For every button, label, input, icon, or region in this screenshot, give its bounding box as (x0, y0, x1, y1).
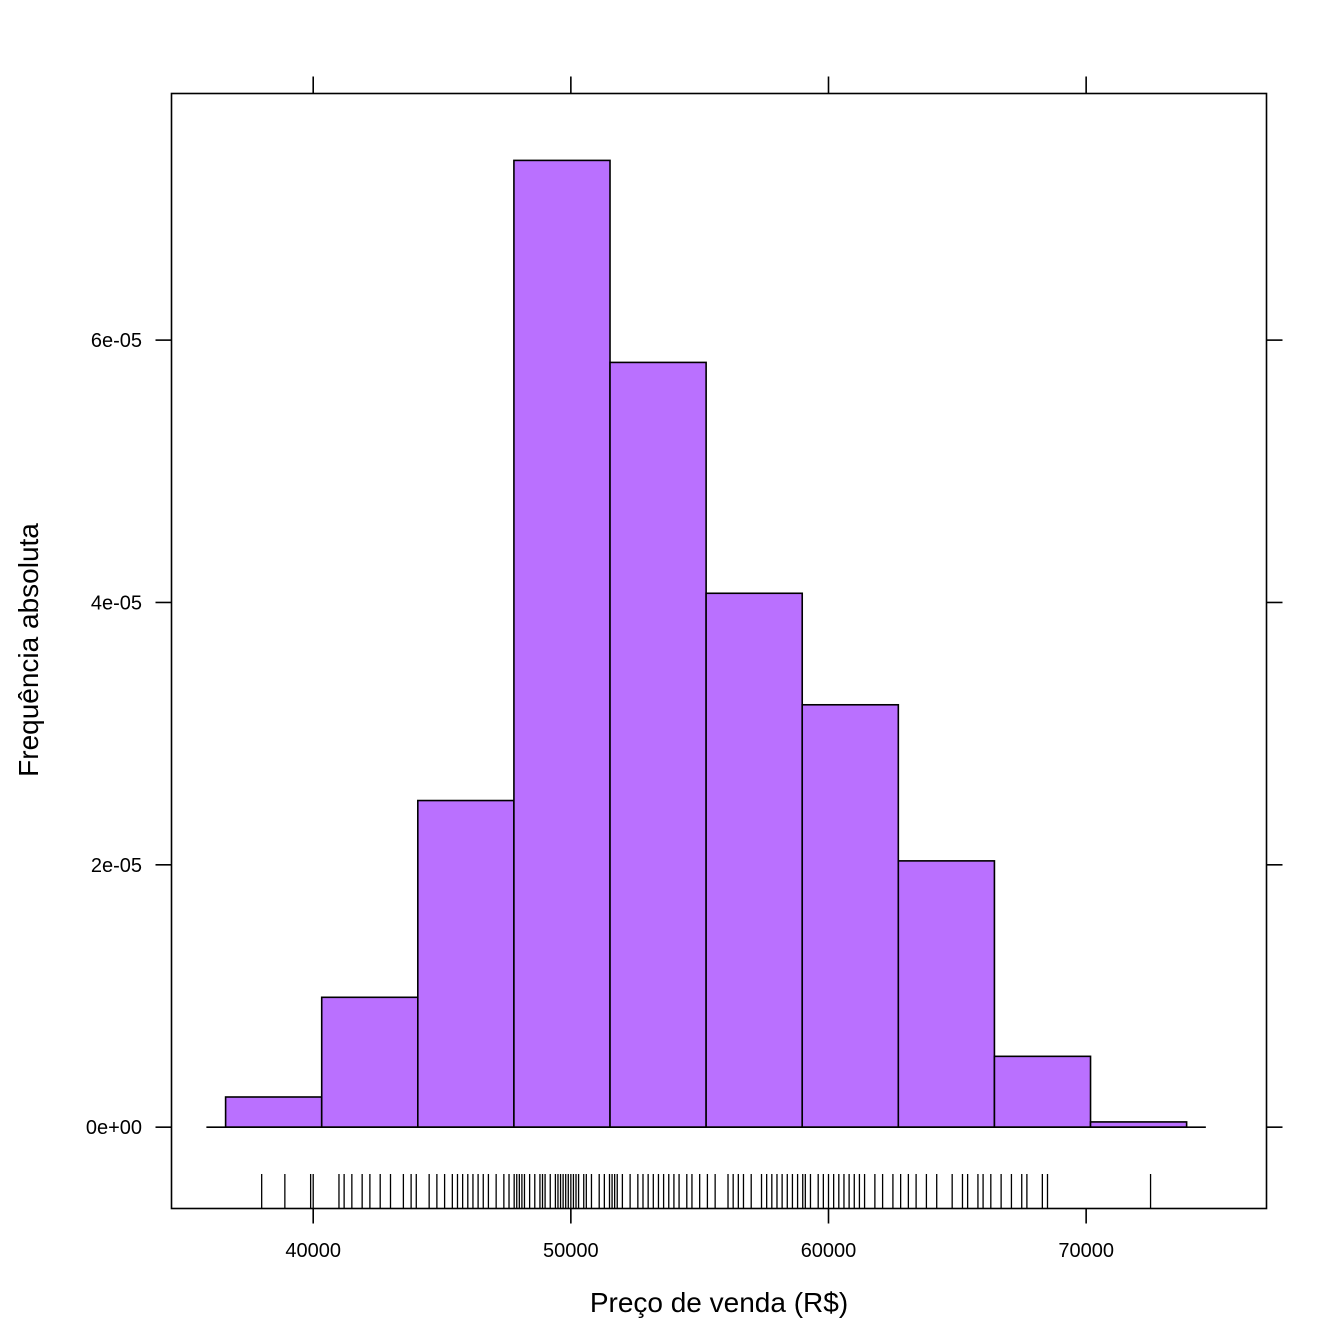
histogram-bar (801, 703, 900, 1128)
histogram-bar (320, 996, 419, 1128)
histogram-bar (224, 1096, 323, 1128)
y-tick-label: 0e+00 (86, 1117, 142, 1139)
x-tick-label: 60000 (801, 1240, 857, 1262)
x-axis-title: Preço de venda (R$) (590, 1287, 848, 1318)
rug-marks (261, 1174, 1152, 1208)
x-tick-label: 70000 (1058, 1240, 1114, 1262)
x-tick-label: 50000 (543, 1240, 599, 1262)
histogram-bar (993, 1055, 1092, 1128)
y-axis-title: Frequência absoluta (13, 523, 44, 777)
x-tick-label: 40000 (285, 1240, 341, 1262)
plot-frame (170, 92, 1268, 1210)
histogram-bar (705, 592, 804, 1128)
histogram-bar (417, 799, 515, 1128)
y-tick-label: 4e-05 (91, 592, 142, 614)
x-axis-ticks: 40000 50000 60000 70000 (285, 76, 1114, 1262)
histogram-bar (897, 860, 996, 1128)
y-tick-label: 2e-05 (91, 855, 142, 877)
y-tick-label: 6e-05 (91, 330, 142, 352)
histogram-bar (609, 361, 707, 1128)
histogram-bar (513, 159, 611, 1128)
y-axis-ticks: 0e+00 2e-05 4e-05 6e-05 (86, 330, 1283, 1139)
histogram-bars (224, 159, 1188, 1128)
